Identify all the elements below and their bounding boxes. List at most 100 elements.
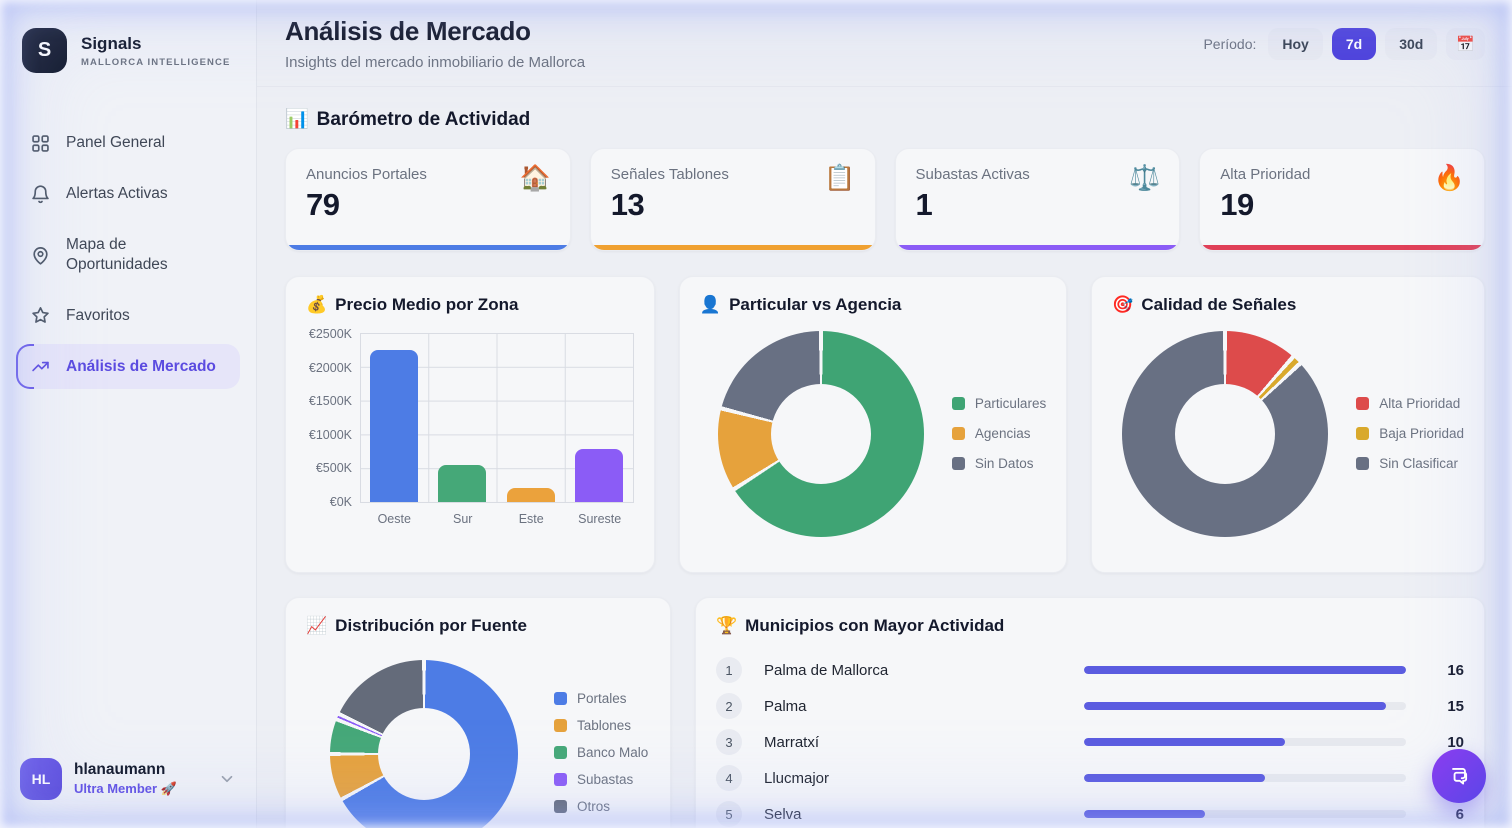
legend-item-baja-prioridad: Baja Prioridad [1356, 426, 1464, 441]
activity-bar-fill [1084, 774, 1266, 782]
legend-item-agencias: Agencias [951, 425, 1046, 441]
legend-swatch [951, 396, 965, 410]
chat-fab[interactable] [1432, 749, 1486, 803]
chart-card-precio-medio: 💰 Precio Medio por Zona €2500K €2000K €1500… [285, 276, 655, 573]
period-calendar-button[interactable]: 📅 [1446, 27, 1485, 60]
sidebar-item-label: Análisis de Mercado [66, 357, 216, 375]
activity-value: 15 [1447, 697, 1464, 715]
stat-value: 1 [915, 187, 933, 222]
y-axis-labels: €2500K €2000K €1500K €1000K €500K €0K [306, 327, 360, 509]
legend-swatch [554, 745, 567, 759]
period-selector: Período: Hoy 7d 30d 📅 [1203, 27, 1485, 60]
sidebar-nav: Panel General Alertas Activas Mapa de Opor… [16, 121, 240, 390]
bar-sur [438, 464, 487, 502]
legend-label: Banco Malo [577, 744, 649, 760]
donut-chart [330, 660, 518, 828]
chart-card-calidad-senales: 🎯 Calidad de Señales Alta Prioridad Baja P… [1091, 276, 1485, 573]
legend-label: Sin Datos [974, 455, 1034, 471]
activity-bar-track [1084, 666, 1406, 674]
trophy-icon: 🏆 [716, 616, 738, 635]
rank-badge: 1 [716, 657, 742, 683]
legend-swatch [1356, 396, 1370, 410]
legend-label: Agencias [974, 425, 1031, 441]
user-plan-badge: Ultra Member 🚀 [74, 781, 177, 796]
chart-card-particular-agencia: 👤 Particular vs Agencia Particulares Agenc… [678, 276, 1068, 573]
municipio-name: Llucmajor [764, 769, 830, 787]
chart-title: Particular vs Agencia [729, 295, 902, 314]
legend-item-otros: Otros [554, 799, 648, 814]
x-tick: Este [518, 512, 544, 526]
y-tick: €2500K [308, 327, 352, 341]
y-tick: €0K [329, 494, 352, 509]
y-tick: €1000K [308, 427, 352, 442]
legend-item-subastas: Subastas [554, 772, 648, 787]
chart-legend: Alta Prioridad Baja Prioridad Sin Clasific… [1356, 396, 1464, 471]
activity-bar-track [1084, 738, 1406, 746]
municipio-name: Palma [764, 697, 807, 715]
activity-value: 6 [1455, 805, 1464, 823]
rank-badge: 2 [716, 693, 742, 719]
sidebar-item-label: Panel General [66, 134, 166, 152]
activity-value: 16 [1447, 661, 1464, 679]
stat-label: Señales Tablones [610, 166, 729, 183]
period-button-30d[interactable]: 30d [1385, 27, 1438, 60]
bar-oeste [370, 349, 419, 502]
legend-item-particulares: Particulares [951, 395, 1047, 411]
legend-swatch [1356, 426, 1370, 440]
map-pin-icon [30, 245, 51, 266]
user-card[interactable]: HL hlanaumann Ultra Member 🚀 [16, 752, 240, 806]
legend-swatch [951, 426, 965, 440]
stat-value: 19 [1220, 187, 1254, 222]
legend-label: Particulares [974, 395, 1047, 411]
bar-este [506, 488, 555, 502]
stat-label: Anuncios Portales [306, 166, 427, 183]
stat-card-anuncios-portales: Anuncios Portales 79 🏠 [285, 148, 571, 251]
sidebar-item-alertas-activas[interactable]: Alertas Activas [16, 172, 240, 217]
brand: S Signals MALLORCA INTELLIGENCE [16, 24, 240, 77]
sidebar-item-label: Favoritos [66, 306, 130, 324]
period-button-7d[interactable]: 7d [1331, 27, 1377, 60]
sidebar-item-mapa-de-oportunidades[interactable]: Mapa de Oportunidades [16, 223, 240, 287]
main-area: Análisis de Mercado Insights del mercado… [257, 0, 1512, 828]
activity-bar-track [1084, 810, 1406, 818]
clipboard-icon: 📋 [824, 164, 856, 192]
legend-item-sin-datos: Sin Datos [951, 455, 1046, 471]
municipio-row-palma: 2 Palma 15 [716, 688, 1464, 724]
x-tick: Sur [453, 512, 473, 526]
legend-label: Tablones [577, 717, 632, 733]
municipio-name: Marratxí [764, 733, 820, 751]
page-title: Análisis de Mercado [285, 16, 531, 46]
y-tick: €2000K [308, 360, 352, 375]
stat-label: Subastas Activas [915, 166, 1030, 183]
municipios-list: 1 Palma de Mallorca 16 2 Palma 15 3 Marrat… [716, 652, 1464, 828]
municipio-name: Selva [764, 805, 802, 823]
person-icon: 👤 [699, 295, 722, 314]
activity-bar-fill [1084, 738, 1286, 746]
page-subtitle: Insights del mercado inmobiliario de Mal… [285, 54, 586, 71]
activity-bar-track [1084, 702, 1406, 710]
sidebar-item-label: Mapa de Oportunidades [66, 236, 168, 274]
sidebar-item-panel-general[interactable]: Panel General [16, 121, 240, 166]
municipio-row-selva: 5 Selva 6 [716, 796, 1464, 828]
rank-badge: 5 [716, 801, 742, 827]
legend-item-banco-malo: Banco Malo [554, 745, 648, 760]
municipio-row-llucmajor: 4 Llucmajor 9 [716, 760, 1464, 796]
period-button-hoy[interactable]: Hoy [1268, 27, 1323, 60]
rank-badge: 3 [716, 729, 742, 755]
legend-swatch [554, 772, 567, 786]
sidebar: S Signals MALLORCA INTELLIGENCE Panel Ge… [0, 0, 257, 828]
page-header: Análisis de Mercado Insights del mercado… [257, 0, 1512, 87]
legend-swatch [554, 799, 567, 813]
rank-badge: 4 [716, 765, 742, 791]
legend-swatch [951, 456, 965, 470]
y-tick: €1500K [308, 394, 352, 409]
legend-label: Sin Clasificar [1379, 455, 1458, 471]
period-label: Período: [1203, 35, 1257, 52]
sidebar-item-analisis-de-mercado[interactable]: Análisis de Mercado [16, 344, 240, 390]
chat-bubbles-icon [1446, 763, 1472, 789]
sidebar-item-favoritos[interactable]: Favoritos [16, 293, 240, 338]
moneybag-icon: 💰 [306, 295, 328, 314]
stat-value: 13 [610, 187, 645, 222]
legend-label: Subastas [577, 771, 634, 787]
